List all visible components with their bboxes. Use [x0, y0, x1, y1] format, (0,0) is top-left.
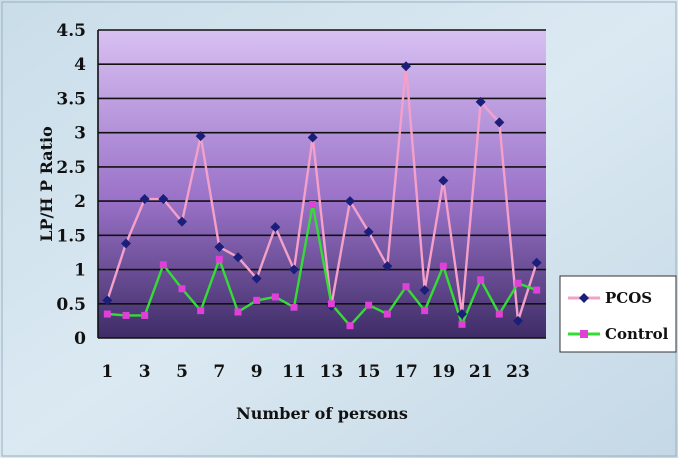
- x-tick-label: 9: [251, 362, 263, 382]
- series-line-control: [107, 203, 538, 327]
- data-point-control: [234, 308, 242, 316]
- data-point-pcos: [475, 96, 486, 107]
- y-axis-ticks: 0 0.5 1 1.5 2 2.5 3 3.5 4 4.5: [56, 21, 86, 349]
- data-point-pcos: [139, 194, 150, 205]
- series-layer: [102, 61, 542, 330]
- x-tick-label: 15: [357, 362, 381, 382]
- x-tick-label: 5: [176, 362, 188, 382]
- legend-label-pcos: PCOS: [605, 289, 652, 307]
- data-point-control: [514, 279, 522, 287]
- legend-box: [559, 275, 677, 353]
- legend-marker-pcos: [579, 293, 589, 303]
- data-point-pcos: [158, 194, 169, 205]
- data-point-control: [309, 201, 317, 209]
- series-line-pcos: [106, 65, 538, 323]
- data-point-pcos: [419, 285, 430, 296]
- y-tick-label: 3.5: [56, 89, 86, 109]
- data-point-control: [215, 255, 223, 263]
- data-point-control: [439, 262, 447, 270]
- x-axis-ticks: 1 3 5 7 9 11 13 15 17 19 21 23: [101, 362, 529, 382]
- data-point-pcos: [307, 132, 318, 143]
- data-point-control: [421, 307, 429, 315]
- data-point-control: [346, 322, 354, 330]
- data-point-control: [402, 283, 410, 291]
- plot-area: [98, 30, 546, 338]
- data-point-control: [365, 301, 373, 309]
- data-point-pcos: [345, 196, 355, 207]
- y-tick-label: 0.5: [56, 295, 86, 315]
- x-axis-title: Number of persons: [236, 404, 408, 423]
- data-point-pcos: [382, 261, 393, 272]
- data-point-pcos: [457, 309, 467, 320]
- data-point-control: [271, 293, 279, 301]
- data-point-pcos: [121, 238, 131, 249]
- data-point-pcos: [195, 131, 206, 142]
- x-tick-label: 13: [319, 362, 343, 382]
- data-point-control: [197, 307, 205, 315]
- data-point-pcos: [513, 315, 523, 326]
- data-point-control: [103, 310, 111, 318]
- data-point-control: [327, 300, 335, 308]
- data-point-control: [178, 285, 186, 293]
- data-point-pcos: [233, 252, 243, 263]
- x-tick-label: 19: [431, 362, 455, 382]
- x-tick-label: 3: [139, 362, 151, 382]
- data-point-pcos: [214, 241, 225, 252]
- data-point-pcos: [289, 264, 299, 275]
- legend-label-control: Control: [605, 325, 669, 343]
- x-tick-label: 1: [101, 362, 113, 382]
- data-point-pcos: [102, 295, 113, 306]
- data-point-pcos: [251, 273, 262, 284]
- y-tick-label: 3: [74, 124, 86, 144]
- x-tick-label: 21: [469, 362, 493, 382]
- data-point-pcos: [177, 216, 187, 227]
- legend: PCOS Control: [559, 275, 677, 353]
- x-tick-label: 11: [282, 362, 306, 382]
- data-point-control: [122, 311, 130, 319]
- data-point-control: [495, 310, 503, 318]
- data-point-pcos: [438, 175, 449, 186]
- y-tick-label: 1: [74, 261, 86, 281]
- y-tick-label: 0: [74, 329, 86, 349]
- gridlines: [97, 29, 546, 339]
- data-point-control: [253, 296, 261, 304]
- data-point-pcos: [363, 226, 374, 237]
- x-tick-label: 23: [506, 362, 530, 382]
- data-point-control: [458, 320, 466, 328]
- y-tick-label: 2.5: [56, 158, 86, 178]
- data-point-control: [159, 261, 167, 269]
- y-tick-label: 4.5: [56, 21, 86, 41]
- y-tick-label: 4: [74, 55, 86, 75]
- legend-marker-control: [580, 330, 588, 338]
- data-point-control: [383, 310, 391, 318]
- data-point-control: [477, 276, 485, 284]
- y-axis-title: LP/H P Ratio: [37, 126, 56, 242]
- data-point-control: [141, 311, 149, 319]
- x-tick-label: 7: [213, 362, 225, 382]
- y-tick-label: 1.5: [56, 226, 86, 246]
- data-point-control: [290, 303, 298, 311]
- data-point-pcos: [494, 117, 505, 128]
- data-point-control: [533, 286, 541, 294]
- data-point-pcos: [531, 257, 542, 268]
- data-point-pcos: [270, 222, 281, 233]
- data-point-pcos: [401, 61, 411, 72]
- y-tick-label: 2: [74, 192, 86, 212]
- x-tick-label: 17: [394, 362, 418, 382]
